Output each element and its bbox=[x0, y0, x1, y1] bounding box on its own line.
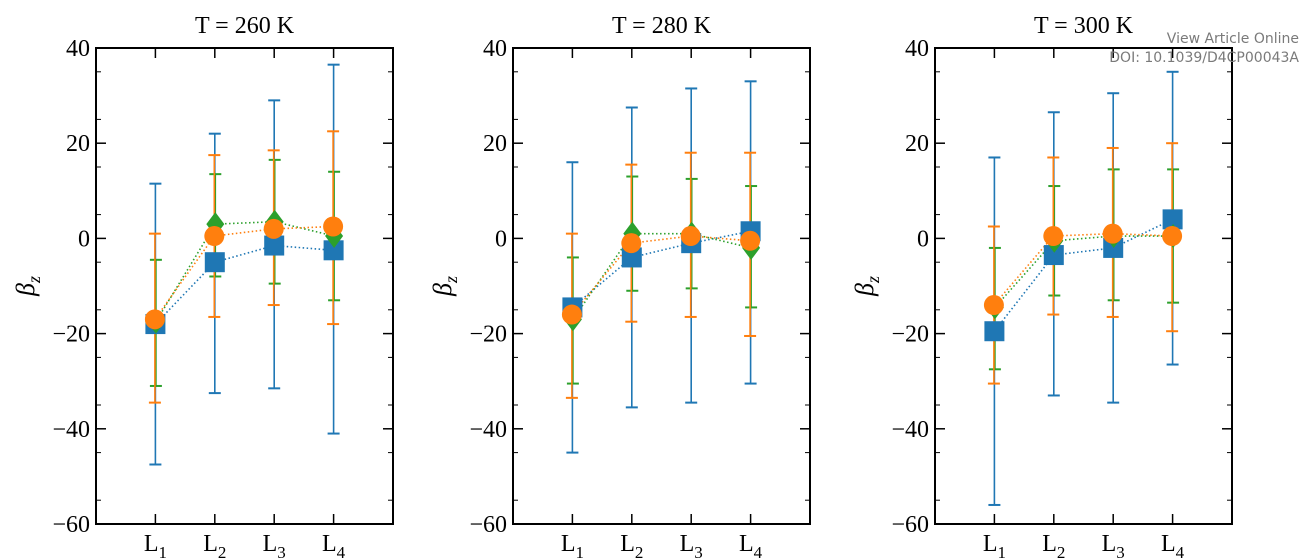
series-line bbox=[155, 220, 335, 323]
y-tick-label: 20 bbox=[66, 131, 90, 157]
data-point-circle bbox=[561, 304, 582, 325]
data-point-circle bbox=[740, 230, 761, 251]
data-point-square bbox=[323, 240, 344, 261]
chart-title: T = 280 K bbox=[612, 13, 712, 39]
y-tick-label: −40 bbox=[891, 417, 929, 443]
data-point-circle bbox=[1162, 226, 1183, 247]
y-tick-label: −20 bbox=[891, 322, 929, 348]
series-line bbox=[154, 225, 334, 320]
y-axis-label: βz bbox=[11, 276, 44, 297]
x-tick-label: L1 bbox=[983, 531, 1006, 558]
x-tick-label: L1 bbox=[561, 531, 584, 558]
y-axis-label: βz bbox=[428, 276, 461, 297]
series-line bbox=[994, 235, 1174, 308]
series-markers-diamond bbox=[563, 221, 761, 332]
series-markers-circle bbox=[144, 216, 344, 330]
series-square bbox=[566, 80, 757, 454]
series-markers-circle bbox=[561, 226, 761, 325]
x-tick-label: L2 bbox=[1042, 531, 1065, 558]
x-tick-label: L3 bbox=[263, 531, 286, 558]
data-point-square bbox=[204, 252, 225, 273]
series-markers-circle bbox=[983, 223, 1183, 316]
series-markers-square bbox=[984, 209, 1183, 342]
series-markers-square bbox=[562, 221, 761, 318]
y-tick-label: 20 bbox=[483, 131, 507, 157]
plot-frame bbox=[512, 47, 811, 525]
data-point-circle bbox=[204, 226, 225, 247]
series-circle bbox=[987, 142, 1179, 385]
y-tick-label: −20 bbox=[52, 322, 90, 348]
plot-frame bbox=[934, 47, 1233, 525]
data-point-square bbox=[621, 247, 642, 268]
x-tick-label: L1 bbox=[144, 531, 167, 558]
y-tick-label: 0 bbox=[917, 226, 929, 252]
y-tick-label: −60 bbox=[52, 512, 90, 538]
x-tick-label: L3 bbox=[680, 531, 703, 558]
data-point-circle bbox=[621, 233, 642, 254]
data-point-square bbox=[984, 321, 1005, 342]
data-point-circle bbox=[1102, 223, 1123, 244]
x-tick-label: L4 bbox=[739, 531, 763, 558]
data-point-circle bbox=[1043, 226, 1064, 247]
series-line bbox=[993, 218, 1173, 332]
watermark-doi[interactable]: DOI: 10.1039/D4CP00043A bbox=[1109, 50, 1299, 66]
x-tick-label: L3 bbox=[1102, 531, 1125, 558]
chart-title: T = 260 K bbox=[195, 13, 295, 39]
y-axis-label: βz bbox=[850, 276, 883, 297]
series-line bbox=[571, 230, 751, 309]
watermark-view-article[interactable]: View Article Online bbox=[1166, 31, 1299, 47]
chart-panel-3: T = 300 K −60 −40 −20 0 20 40 L1 L2 L3 L4 βz bbox=[850, 13, 1233, 558]
chart-title: T = 300 K bbox=[1034, 13, 1134, 39]
y-tick-label: 40 bbox=[905, 36, 929, 62]
series-circle bbox=[565, 151, 757, 399]
data-point-circle bbox=[323, 216, 344, 237]
x-tick-label: L2 bbox=[620, 531, 643, 558]
series-diamond bbox=[988, 168, 1180, 371]
data-point-circle bbox=[983, 295, 1004, 316]
series-line bbox=[572, 232, 752, 320]
series-markers-diamond bbox=[146, 209, 344, 334]
y-tick-label: −20 bbox=[469, 322, 507, 348]
series-diamond bbox=[566, 175, 758, 385]
series-square bbox=[149, 63, 340, 466]
series-square bbox=[988, 70, 1179, 506]
data-point-circle bbox=[144, 309, 165, 330]
watermark[interactable]: View Article Online DOI: 10.1039/D4CP000… bbox=[1109, 30, 1299, 68]
data-point-square bbox=[1103, 237, 1124, 258]
data-point-square bbox=[1043, 245, 1064, 266]
y-tick-label: 40 bbox=[483, 36, 507, 62]
data-point-circle bbox=[680, 226, 701, 247]
y-tick-label: −40 bbox=[52, 417, 90, 443]
x-tick-label: L2 bbox=[203, 531, 226, 558]
y-tick-label: −40 bbox=[469, 417, 507, 443]
series-line bbox=[154, 244, 334, 325]
y-tick-label: −60 bbox=[469, 512, 507, 538]
data-point-circle bbox=[263, 218, 284, 239]
plot-frame bbox=[95, 47, 394, 525]
series-line bbox=[571, 235, 751, 316]
series-diamond bbox=[149, 158, 341, 387]
y-tick-label: 20 bbox=[905, 131, 929, 157]
y-tick-label: −60 bbox=[891, 512, 929, 538]
series-markers-square bbox=[145, 235, 344, 335]
chart-panel-2: T = 280 K −60 −40 −20 0 20 40 L1 L2 L3 L4 βz bbox=[428, 13, 811, 558]
data-point-square bbox=[264, 235, 285, 256]
series-line bbox=[993, 232, 1173, 306]
data-point-square bbox=[1162, 209, 1183, 230]
chart-panel-1: T = 260 K −60 −40 −20 0 20 40 L1 L2 L3 L4 βz bbox=[11, 13, 394, 558]
x-tick-label: L4 bbox=[322, 531, 346, 558]
x-tick-label: L4 bbox=[1161, 531, 1185, 558]
y-tick-label: 40 bbox=[66, 36, 90, 62]
y-tick-label: 0 bbox=[78, 226, 90, 252]
series-circle bbox=[148, 130, 340, 404]
y-tick-label: 0 bbox=[495, 226, 507, 252]
